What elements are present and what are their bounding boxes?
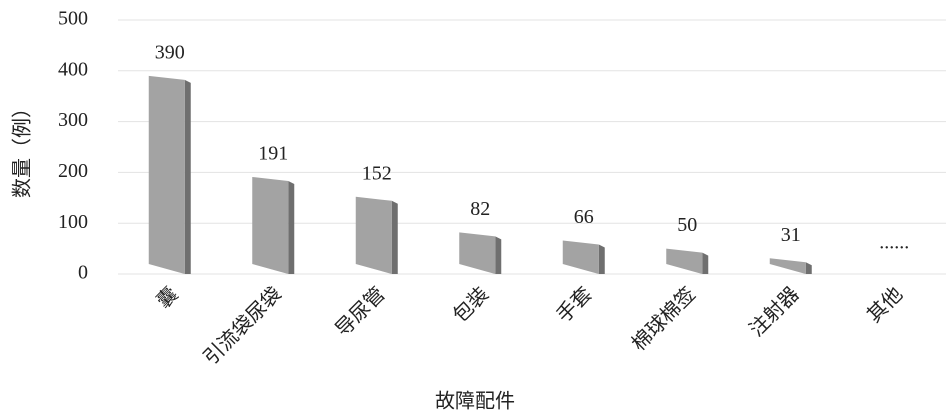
value-label: 50 [677,214,697,236]
x-tick-label: 引流袋尿袋 [199,283,286,370]
value-label: 390 [155,41,185,63]
x-tick-label: 棉球棉签 [627,283,700,356]
bar-side [598,244,605,274]
x-tick-label: 导尿管 [331,283,390,342]
bar [252,176,289,274]
y-tick-label: 500 [58,8,88,30]
value-label: ...... [879,232,909,254]
y-tick-label: 200 [58,160,88,182]
bar [666,248,703,274]
x-tick-label: 包装 [448,283,493,328]
value-label: 82 [470,198,490,220]
value-label: 31 [781,224,801,246]
bar-side [184,79,191,274]
x-tick-label: 注射器 [745,283,804,342]
bar-side [702,252,709,274]
y-tick-label: 0 [78,262,88,284]
bar [769,258,806,274]
y-tick-label: 100 [58,211,88,233]
bar [148,75,185,274]
bar-side [391,200,398,274]
bar-side [495,236,502,274]
value-label: 152 [362,162,392,184]
bar [355,196,392,274]
bar-side [288,180,295,274]
bar [562,240,599,274]
x-tick-label: 其他 [862,283,907,328]
bar [459,232,496,274]
y-axis-title: 数量（例） [11,98,34,198]
x-axis-title: 故障配件 [435,390,515,413]
x-tick-label: 囊 [152,283,182,313]
value-label: 191 [258,143,288,165]
bar-side [805,262,812,274]
value-label: 66 [574,206,594,228]
x-tick-label: 手套 [552,283,597,328]
y-tick-label: 400 [58,58,88,80]
y-tick-label: 300 [58,109,88,131]
